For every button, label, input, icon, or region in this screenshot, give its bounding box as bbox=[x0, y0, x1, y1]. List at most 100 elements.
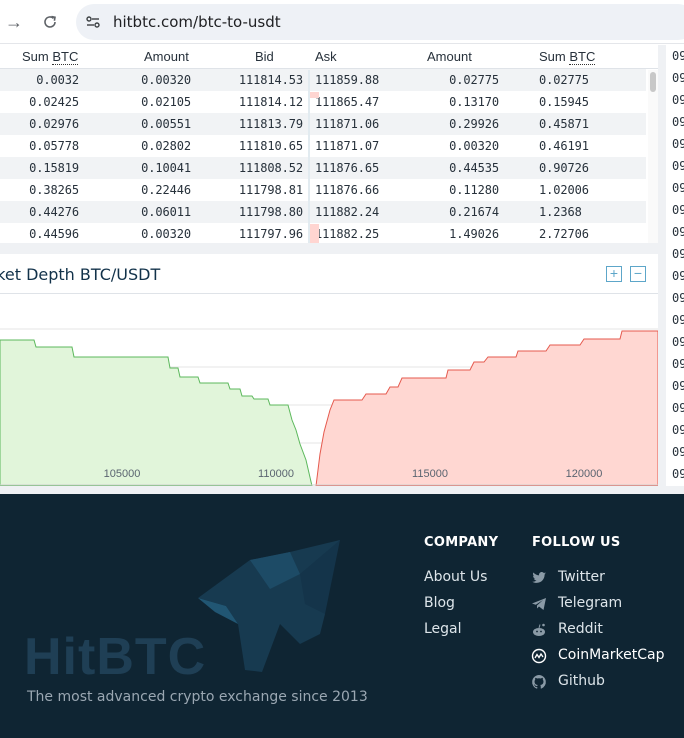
orderbook-cell-amount-bid: 0.06011 bbox=[141, 205, 191, 219]
orderbook-row[interactable]: 0.38265 0.22446 111798.81 111876.66 0.11280 1… bbox=[0, 179, 646, 201]
orderbook-cell-bid: 111813.79 bbox=[238, 117, 303, 131]
trade-time-cell: 09 bbox=[672, 181, 684, 195]
orderbook-row[interactable]: 0.44596 0.00320 111797.96 111882.25 1.49026 2… bbox=[0, 223, 646, 245]
trade-time-cell: 09 bbox=[672, 445, 684, 459]
orderbook-cell-amount-bid: 0.10041 bbox=[141, 161, 191, 175]
browser-toolbar: → hitbtc.com/btc-to-usdt bbox=[0, 0, 684, 44]
orderbook-cell-sum-bid: 0.05778 bbox=[29, 139, 79, 153]
trade-time-cell: 09 bbox=[672, 335, 684, 349]
depth-x-tick: 120000 bbox=[566, 468, 603, 480]
link-blog[interactable]: Blog bbox=[424, 595, 455, 611]
orderbook-cell-amount-ask: 0.00320 bbox=[449, 139, 499, 153]
footer: HitBTC The most advanced crypto exchange… bbox=[0, 494, 684, 738]
spread-divider bbox=[308, 70, 310, 243]
orderbook-row[interactable]: 0.02976 0.00551 111813.79 111871.06 0.29926 0… bbox=[0, 113, 646, 135]
orderbook-cell-ask: 111876.66 bbox=[315, 183, 380, 197]
link-telegram[interactable]: Telegram bbox=[558, 595, 623, 611]
footer-tagline: The most advanced crypto exchange since … bbox=[27, 689, 368, 705]
orderbook-cell-sum-bid: 0.44596 bbox=[29, 227, 79, 241]
forward-arrow-icon[interactable]: → bbox=[5, 12, 23, 32]
orderbook-row[interactable]: 0.0032 0.00320 111814.53 111859.88 0.02775 0.… bbox=[0, 69, 646, 91]
link-legal[interactable]: Legal bbox=[424, 621, 462, 637]
header-sum-ask: Sum BTC bbox=[539, 49, 596, 65]
reload-icon[interactable] bbox=[38, 10, 62, 34]
market-depth-panel: Market Depth BTC/USDT + − 105000 110000 11… bbox=[0, 254, 658, 486]
depth-x-tick: 105000 bbox=[104, 468, 141, 480]
orderbook-cell-amount-bid: 0.00320 bbox=[141, 227, 191, 241]
github-icon bbox=[532, 675, 546, 689]
orderbook-cell-amount-ask: 0.44535 bbox=[449, 161, 499, 175]
orderbook-cell-bid: 111814.12 bbox=[238, 95, 303, 109]
orderbook-panel: Sum BTC Amount Bid Ask Amount Sum BTC 0.… bbox=[0, 45, 658, 243]
header-ask: Ask bbox=[315, 49, 337, 64]
orderbook-row[interactable]: 0.44276 0.06011 111798.80 111882.24 0.21674 1… bbox=[0, 201, 646, 223]
trade-time-cell: 09 bbox=[672, 401, 684, 415]
orderbook-cell-amount-ask: 0.02775 bbox=[449, 73, 499, 87]
trade-time-cell: 09 bbox=[672, 203, 684, 217]
trade-time-cell: 09 bbox=[672, 49, 684, 63]
company-heading: COMPANY bbox=[424, 535, 499, 550]
orderbook-cell-ask: 111859.88 bbox=[315, 73, 380, 87]
orderbook-row[interactable]: 0.15819 0.10041 111808.52 111876.65 0.44535 0… bbox=[0, 157, 646, 179]
orderbook-cell-amount-bid: 0.00320 bbox=[141, 73, 191, 87]
hitbtc-logo[interactable]: HitBTC bbox=[24, 628, 207, 686]
orderbook-cell-sum-bid: 0.44276 bbox=[29, 205, 79, 219]
trade-time-cell: 09 bbox=[672, 379, 684, 393]
orderbook-cell-amount-ask: 0.21674 bbox=[449, 205, 499, 219]
orderbook-cell-ask: 111882.24 bbox=[315, 205, 380, 219]
telegram-icon bbox=[532, 598, 546, 610]
orderbook-cell-amount-ask: 0.29926 bbox=[449, 117, 499, 131]
orderbook-cell-sum-ask: 0.02775 bbox=[539, 73, 589, 87]
address-bar[interactable]: hitbtc.com/btc-to-usdt bbox=[76, 4, 684, 40]
orderbook-cell-sum-ask: 1.2368 bbox=[539, 205, 582, 219]
minus-square-icon[interactable]: − bbox=[630, 266, 646, 282]
orderbook-scroll-thumb[interactable] bbox=[650, 72, 656, 92]
reddit-icon bbox=[533, 623, 545, 636]
orderbook-cell-sum-bid: 0.02425 bbox=[29, 95, 79, 109]
orderbook-cell-bid: 111798.81 bbox=[238, 183, 303, 197]
trade-time-cell: 09 bbox=[672, 423, 684, 437]
orderbook-cell-amount-ask: 0.11280 bbox=[449, 183, 499, 197]
bull-logo-icon bbox=[198, 540, 340, 672]
link-github[interactable]: Github bbox=[558, 673, 605, 689]
site-settings-icon[interactable] bbox=[84, 13, 102, 31]
orderbook-cell-sum-bid: 0.38265 bbox=[29, 183, 79, 197]
link-reddit[interactable]: Reddit bbox=[558, 621, 603, 637]
orderbook-cell-amount-bid: 0.02105 bbox=[141, 95, 191, 109]
trade-time-cell: 09 bbox=[672, 247, 684, 261]
trade-time-cell: 09 bbox=[672, 291, 684, 305]
orderbook-cell-sum-ask: 2.72706 bbox=[539, 227, 589, 241]
header-amount-bid: Amount bbox=[144, 49, 189, 64]
link-coinmarketcap[interactable]: CoinMarketCap bbox=[558, 647, 665, 663]
plus-square-icon[interactable]: + bbox=[606, 266, 622, 282]
orderbook-cell-ask: 111876.65 bbox=[315, 161, 380, 175]
depth-title: Market Depth BTC/USDT bbox=[0, 265, 161, 284]
orderbook-cell-amount-bid: 0.02802 bbox=[141, 139, 191, 153]
follow-us-heading: FOLLOW US bbox=[532, 535, 621, 550]
orderbook-cell-sum-bid: 0.0032 bbox=[36, 73, 79, 87]
page-content: Sum BTC Amount Bid Ask Amount Sum BTC 0.… bbox=[0, 45, 684, 738]
header-bid: Bid bbox=[255, 49, 274, 64]
ask-depth-bar bbox=[310, 224, 319, 243]
link-about-us[interactable]: About Us bbox=[424, 569, 488, 585]
orderbook-cell-sum-bid: 0.02976 bbox=[29, 117, 79, 131]
orderbook-row[interactable]: 0.02425 0.02105 111814.12 111865.47 0.13170 0… bbox=[0, 91, 646, 113]
orderbook-cell-sum-bid: 0.15819 bbox=[29, 161, 79, 175]
trades-column-partial: 09 09 09 09 09 09 09 09 09 09 09 09 09 09 09 09 09 09 09 09 bbox=[666, 45, 684, 486]
url-text: hitbtc.com/btc-to-usdt bbox=[113, 13, 281, 31]
trade-time-cell: 09 bbox=[672, 313, 684, 327]
header-amount-ask: Amount bbox=[427, 49, 472, 64]
trade-time-cell: 09 bbox=[672, 159, 684, 173]
trade-time-cell: 09 bbox=[672, 269, 684, 283]
orderbook-scrollbar[interactable] bbox=[648, 70, 658, 243]
depth-x-tick: 115000 bbox=[412, 468, 448, 480]
link-twitter[interactable]: Twitter bbox=[558, 569, 605, 585]
orderbook-cell-sum-ask: 0.45871 bbox=[539, 117, 589, 131]
orderbook-cell-ask: 111865.47 bbox=[315, 95, 380, 109]
orderbook-row[interactable]: 0.05778 0.02802 111810.65 111871.07 0.00320 0… bbox=[0, 135, 646, 157]
orderbook-cell-bid: 111814.53 bbox=[238, 73, 303, 87]
orderbook-cell-ask: 111871.06 bbox=[315, 117, 380, 131]
orderbook-cell-ask: 111882.25 bbox=[315, 227, 380, 241]
trade-time-cell: 09 bbox=[672, 71, 684, 85]
orderbook-cell-bid: 111798.80 bbox=[238, 205, 303, 219]
